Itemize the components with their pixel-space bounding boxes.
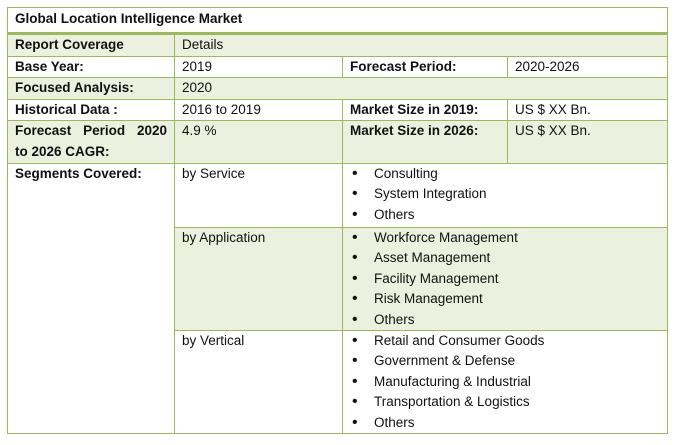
- list-item: Facility Management: [350, 269, 660, 290]
- list-item: Others: [350, 413, 660, 434]
- list-item: Workforce Management: [350, 228, 660, 249]
- market-size-2026-value: US $ XX Bn.: [506, 120, 669, 164]
- list-item: Others: [350, 310, 660, 331]
- cagr-label-end: to 2026 CAGR:: [15, 143, 110, 159]
- cagr-label-year: 2020: [136, 123, 167, 138]
- table-title: Global Location Intelligence Market: [6, 7, 669, 34]
- forecast-period-label: Forecast Period:: [342, 55, 508, 78]
- list-item: Transportation & Logistics: [350, 392, 660, 413]
- market-report-table: Global Location Intelligence Market Repo…: [6, 7, 669, 435]
- header-report-coverage: Report Coverage: [7, 33, 175, 57]
- list-item: Manufacturing & Industrial: [350, 372, 660, 393]
- forecast-period-value: 2020-2026: [506, 55, 669, 78]
- segment-application-label: by Application: [174, 226, 343, 332]
- market-size-2019-label: Market Size in 2019:: [342, 98, 508, 121]
- list-item: Others: [350, 205, 660, 226]
- cagr-value: 4.9 %: [174, 120, 343, 164]
- segment-vertical-list: Retail and Consumer Goods Government & D…: [341, 330, 669, 435]
- segment-vertical-label: by Vertical: [174, 330, 343, 435]
- segments-covered-label: Segments Covered:: [7, 162, 175, 435]
- focused-analysis-label: Focused Analysis:: [7, 77, 175, 100]
- segment-application-list: Workforce Management Asset Management Fa…: [341, 226, 669, 332]
- cagr-label: Forecast Period 2020 to 2026 CAGR:: [7, 120, 175, 164]
- list-item: Retail and Consumer Goods: [350, 331, 660, 352]
- list-item: System Integration: [350, 184, 660, 205]
- cagr-label-period: Period: [83, 123, 126, 138]
- cagr-label-forecast: Forecast: [15, 123, 72, 138]
- segment-service-label: by Service: [174, 163, 343, 228]
- base-year-label: Base Year:: [7, 55, 175, 78]
- list-item: Consulting: [350, 164, 660, 185]
- historical-data-value: 2016 to 2019: [174, 98, 343, 121]
- list-item: Asset Management: [350, 248, 660, 269]
- header-details: Details: [173, 33, 669, 57]
- base-year-value: 2019: [174, 55, 343, 78]
- market-size-2019-value: US $ XX Bn.: [506, 98, 669, 121]
- list-item: Government & Defense: [350, 351, 660, 372]
- historical-data-label: Historical Data :: [7, 98, 175, 121]
- list-item: Risk Management: [350, 289, 660, 310]
- segment-service-list: Consulting System Integration Others: [341, 163, 669, 228]
- market-size-2026-label: Market Size in 2026:: [342, 120, 508, 164]
- focused-analysis-value: 2020: [173, 77, 669, 100]
